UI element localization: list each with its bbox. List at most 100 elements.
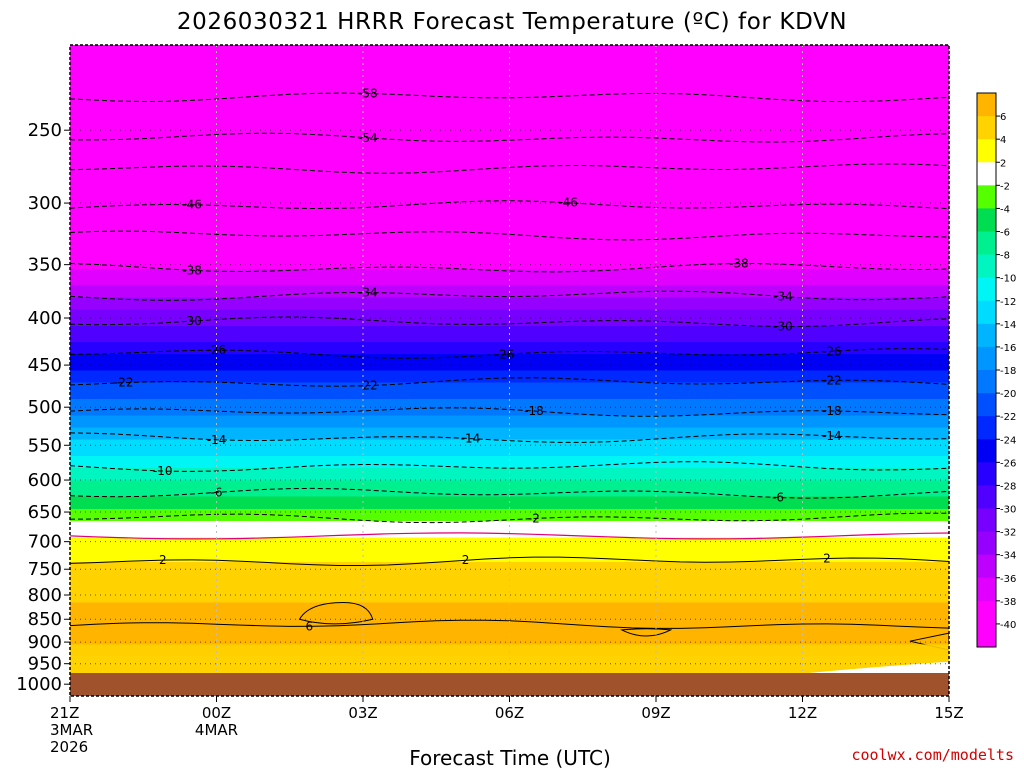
- y-tick-label: 350: [28, 255, 62, 276]
- colorbar-label: -40: [1000, 620, 1016, 631]
- contour-line: [70, 487, 949, 499]
- y-tick-label: 1000: [16, 674, 62, 695]
- below-ground-fill: [70, 673, 949, 696]
- contour-label: -46: [182, 198, 202, 212]
- contour-label: -22: [358, 379, 378, 393]
- colorbar-swatch: [977, 231, 996, 256]
- x-tick-label: 12Z: [788, 704, 817, 722]
- colorbar-label: -4: [1000, 204, 1010, 215]
- contour-label: -30: [773, 320, 793, 334]
- contour-label: -26: [207, 343, 227, 357]
- x-axis-label: Forecast Time (UTC): [409, 746, 611, 768]
- colorbar-label: -26: [1000, 458, 1016, 469]
- contour-label: -18: [822, 404, 842, 418]
- contour-label: -26: [495, 347, 515, 361]
- colorbar-swatch: [977, 208, 996, 232]
- colorbar-swatch: [977, 416, 996, 440]
- x-tick-label: 21Z: [50, 704, 79, 722]
- colorbar-swatch: [977, 600, 996, 625]
- colorbar-swatch: [977, 300, 996, 325]
- y-tick-label: 550: [28, 435, 62, 456]
- warm-pocket: [298, 601, 374, 625]
- colorbar-label: -6: [1000, 228, 1010, 239]
- colorbar-label: -34: [1000, 551, 1016, 562]
- contour-label: -2: [528, 512, 540, 526]
- contour-label: -34: [358, 286, 378, 300]
- colorbar-swatch: [977, 116, 996, 140]
- contour-label: 2: [159, 553, 167, 567]
- y-tick-label: 400: [28, 308, 62, 329]
- y-tick-label: 700: [28, 532, 62, 553]
- colorbar-swatch: [977, 439, 996, 463]
- y-tick-label: 950: [28, 654, 62, 675]
- plot-area: -58-54-46 -46-38 -38-34 -34-30 -30-26 -26 -26-…: [70, 45, 949, 696]
- contour-label: -58: [358, 86, 378, 100]
- colorbar-label: -10: [1000, 274, 1016, 285]
- colorbar-label: -38: [1000, 597, 1016, 608]
- contour-label: 2: [462, 553, 470, 567]
- y-tick-label: 850: [28, 609, 62, 630]
- contour-line: [70, 262, 949, 273]
- contour-line: [70, 316, 949, 327]
- colorbar-swatch: [977, 577, 996, 602]
- y-tick-label: 600: [28, 470, 62, 491]
- colorbar-label: -24: [1000, 435, 1016, 446]
- contour-label: -54: [358, 131, 378, 145]
- colorbar-label: -16: [1000, 343, 1016, 354]
- y-tick-label: 650: [28, 502, 62, 523]
- colorbar-label: -32: [1000, 528, 1016, 539]
- y-tick-label: 750: [28, 559, 62, 580]
- colorbar-label: -36: [1000, 574, 1016, 585]
- colorbar-label: -28: [1000, 481, 1016, 492]
- y-tick-label: 800: [28, 585, 62, 606]
- colorbar-swatch: [977, 323, 996, 348]
- colorbar-swatch: [977, 485, 996, 509]
- contour-line: [70, 290, 949, 301]
- colorbar-swatch: [977, 623, 996, 648]
- colorbar-swatch: [977, 462, 996, 486]
- contour-label: -46: [558, 196, 578, 210]
- contour-label: -14: [822, 429, 842, 443]
- x-tick-label: 3MAR: [50, 721, 93, 739]
- colorbar-swatch: [977, 508, 996, 533]
- contour-label: -34: [773, 290, 793, 304]
- y-tick-label: 450: [28, 355, 62, 376]
- colorbar-swatch: [977, 162, 996, 186]
- contour-line: [70, 348, 949, 359]
- x-tick-label: 03Z: [348, 704, 377, 722]
- contour-line: [70, 619, 949, 629]
- colorbar-label: -12: [1000, 297, 1016, 308]
- x-tick-label: 09Z: [641, 704, 670, 722]
- contour-label: -6: [772, 491, 784, 505]
- x-tick-label: 00Z: [202, 704, 231, 722]
- contour-label: -22: [822, 373, 842, 387]
- colorbar-swatch: [977, 93, 996, 117]
- contour-label: -38: [729, 256, 749, 270]
- colorbar-label: -22: [1000, 412, 1016, 423]
- colorbar-swatch: [977, 370, 996, 394]
- contour-label: -14: [207, 433, 227, 447]
- colorbar-label: 6: [1000, 112, 1006, 123]
- y-tick-label: 500: [28, 397, 62, 418]
- warm-pocket: [620, 628, 673, 637]
- colorbar-legend: 6 4 2 -2 -4 -6 -8 -10 -12 -14 -16 -18 -20 -22 -24 -26 -2…: [976, 92, 1016, 648]
- colorbar-swatch: [977, 139, 996, 163]
- colorbar-label: -14: [1000, 320, 1016, 331]
- colorbar-label: -30: [1000, 505, 1016, 516]
- grid-lines: [70, 45, 949, 696]
- colorbar-label: 2: [1000, 158, 1006, 169]
- contour-label: 6: [305, 619, 313, 633]
- x-tick-label: 2026: [50, 738, 88, 756]
- colorbar-swatch: [977, 277, 996, 302]
- chart-title: 2026030321 HRRR Forecast Temperature (ºC…: [177, 9, 847, 35]
- contour-label: 2: [823, 552, 831, 566]
- colorbar-swatch: [977, 554, 996, 579]
- colorbar-label: -2: [1000, 181, 1010, 192]
- contour-line: [70, 200, 949, 210]
- x-tick-label: 15Z: [934, 704, 963, 722]
- contour-line: [70, 556, 949, 566]
- y-axis: 2503003504004505005506006507007508008509…: [16, 120, 70, 695]
- y-tick-label: 900: [28, 632, 62, 653]
